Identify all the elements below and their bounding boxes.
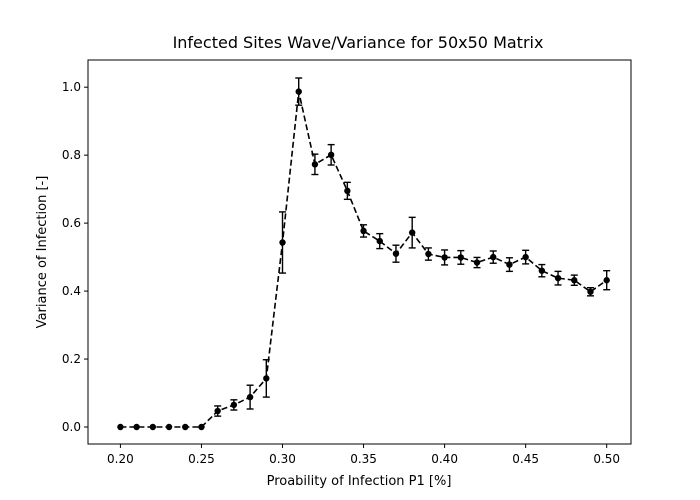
x-tick-label: 0.20 — [107, 452, 134, 466]
series-group — [117, 77, 611, 431]
x-tick-label: 0.45 — [512, 452, 539, 466]
data-point — [360, 227, 367, 235]
data-point — [182, 423, 189, 431]
data-point — [311, 161, 319, 168]
plot-area — [87, 59, 632, 445]
data-point — [263, 375, 270, 382]
data-point — [149, 423, 157, 431]
data-point — [490, 253, 497, 261]
y-tick-label: 0.0 — [62, 420, 81, 434]
y-tick-label: 0.2 — [62, 352, 81, 366]
data-point — [165, 423, 173, 431]
data-point — [603, 277, 610, 284]
data-point — [408, 229, 416, 236]
x-tick-label: 0.35 — [350, 452, 377, 466]
y-tick-label: 0.4 — [62, 284, 81, 298]
data-point — [538, 267, 546, 274]
data-point — [327, 151, 335, 159]
data-point — [279, 239, 286, 246]
data-point — [198, 423, 205, 431]
y-tick-label: 0.6 — [62, 216, 81, 230]
x-tick-label: 0.40 — [431, 452, 458, 466]
x-axis-ticks: 0.20 0.25 0.30 0.35 0.40 0.45 0.50 — [107, 444, 620, 466]
data-point — [522, 253, 529, 261]
data-point — [230, 401, 238, 409]
x-tick-label: 0.50 — [593, 452, 620, 466]
data-point — [441, 254, 448, 261]
data-point — [133, 423, 140, 431]
y-axis-ticks: 0.0 0.2 0.4 0.6 0.8 1.0 — [62, 80, 88, 434]
y-axis-label: Variance of Infection [-] — [35, 176, 50, 329]
x-tick-label: 0.25 — [188, 452, 215, 466]
data-point — [392, 250, 400, 257]
data-point — [246, 393, 254, 401]
data-point — [214, 407, 221, 415]
data-point — [473, 259, 481, 266]
y-tick-label: 0.8 — [62, 148, 81, 162]
data-point — [344, 187, 351, 195]
data-point — [571, 277, 578, 284]
data-point — [117, 423, 124, 431]
x-axis-label: Proability of Infection P1 [%] — [267, 474, 452, 489]
data-point — [554, 274, 562, 282]
data-point — [295, 88, 302, 95]
data-point — [587, 288, 594, 295]
chart-title: Infected Sites Wave/Variance for 50x50 M… — [173, 33, 544, 52]
data-point — [506, 261, 513, 268]
data-point — [457, 254, 465, 261]
y-tick-label: 1.0 — [62, 80, 81, 94]
x-tick-label: 0.30 — [269, 452, 296, 466]
data-point — [376, 237, 383, 245]
data-point — [425, 250, 432, 258]
